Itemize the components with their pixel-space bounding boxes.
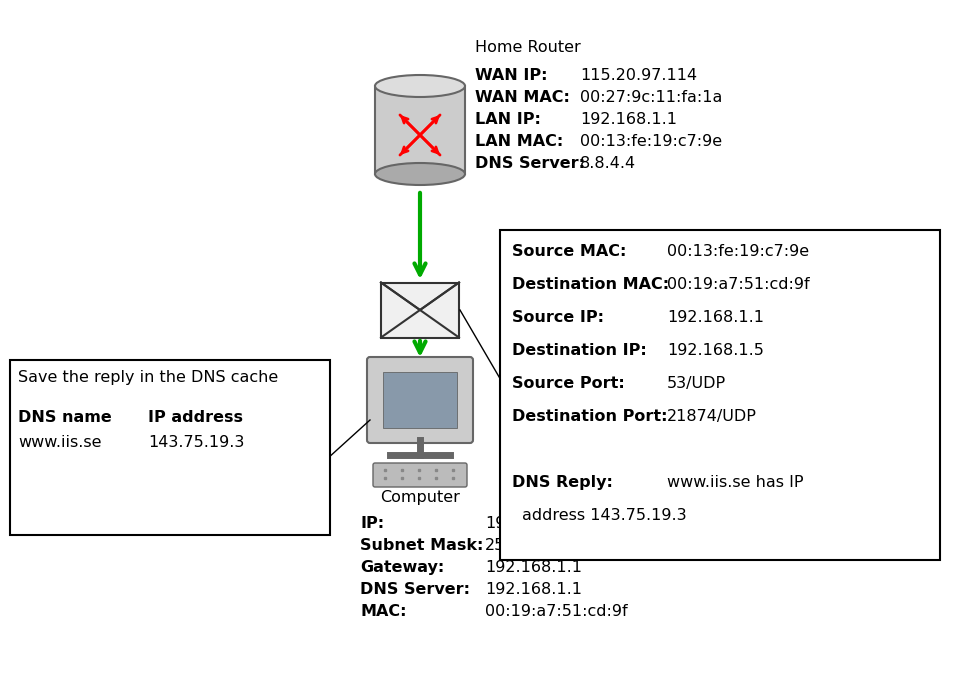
Text: Source IP:: Source IP: [512, 310, 604, 325]
Text: www.iis.se: www.iis.se [18, 435, 102, 450]
Text: 00:19:a7:51:cd:9f: 00:19:a7:51:cd:9f [667, 277, 810, 292]
Text: IP:: IP: [360, 516, 384, 531]
Text: 255.255.255.0: 255.255.255.0 [485, 538, 602, 553]
Text: 192.168.1.1: 192.168.1.1 [485, 560, 582, 575]
FancyBboxPatch shape [383, 372, 457, 428]
Text: DNS name: DNS name [18, 410, 111, 425]
Text: 53/UDP: 53/UDP [667, 376, 726, 391]
FancyBboxPatch shape [381, 283, 459, 338]
Text: DNS Server:: DNS Server: [360, 582, 470, 597]
Text: www.iis.se has IP: www.iis.se has IP [667, 475, 803, 490]
Text: Gateway:: Gateway: [360, 560, 445, 575]
Text: WAN IP:: WAN IP: [475, 68, 547, 83]
Text: 192.168.1.1: 192.168.1.1 [485, 582, 582, 597]
Text: Subnet Mask:: Subnet Mask: [360, 538, 484, 553]
Text: 192.168.1.1: 192.168.1.1 [580, 112, 677, 127]
Text: 00:13:fe:19:c7:9e: 00:13:fe:19:c7:9e [580, 134, 722, 149]
Text: IP address: IP address [148, 410, 243, 425]
Text: 8.8.4.4: 8.8.4.4 [580, 156, 636, 171]
Text: Computer: Computer [380, 490, 460, 505]
Text: DNS Server:: DNS Server: [475, 156, 585, 171]
Text: Home Router: Home Router [475, 40, 580, 55]
Text: LAN IP:: LAN IP: [475, 112, 541, 127]
FancyBboxPatch shape [367, 357, 473, 443]
Text: 21874/UDP: 21874/UDP [667, 409, 757, 424]
Text: LAN MAC:: LAN MAC: [475, 134, 564, 149]
Text: WAN MAC:: WAN MAC: [475, 90, 570, 105]
Text: 00:13:fe:19:c7:9e: 00:13:fe:19:c7:9e [667, 244, 809, 259]
FancyBboxPatch shape [10, 360, 330, 535]
Text: Destination MAC:: Destination MAC: [512, 277, 669, 292]
Text: Destination Port:: Destination Port: [512, 409, 667, 424]
Text: 192.168.1.5: 192.168.1.5 [485, 516, 582, 531]
Text: Source Port:: Source Port: [512, 376, 624, 391]
FancyBboxPatch shape [375, 86, 465, 174]
Text: Save the reply in the DNS cache: Save the reply in the DNS cache [18, 370, 278, 385]
Ellipse shape [375, 163, 465, 185]
FancyBboxPatch shape [500, 230, 940, 560]
Text: 192.168.1.1: 192.168.1.1 [667, 310, 764, 325]
FancyBboxPatch shape [373, 463, 467, 487]
Text: 192.168.1.5: 192.168.1.5 [667, 343, 764, 358]
Text: 115.20.97.114: 115.20.97.114 [580, 68, 698, 83]
Text: MAC:: MAC: [360, 604, 406, 619]
Text: 00:27:9c:11:fa:1a: 00:27:9c:11:fa:1a [580, 90, 722, 105]
Text: 143.75.19.3: 143.75.19.3 [148, 435, 244, 450]
Text: Destination IP:: Destination IP: [512, 343, 647, 358]
Text: Source MAC:: Source MAC: [512, 244, 626, 259]
Text: address 143.75.19.3: address 143.75.19.3 [522, 508, 687, 523]
Text: DNS Reply:: DNS Reply: [512, 475, 613, 490]
Text: 00:19:a7:51:cd:9f: 00:19:a7:51:cd:9f [485, 604, 627, 619]
Ellipse shape [375, 75, 465, 97]
